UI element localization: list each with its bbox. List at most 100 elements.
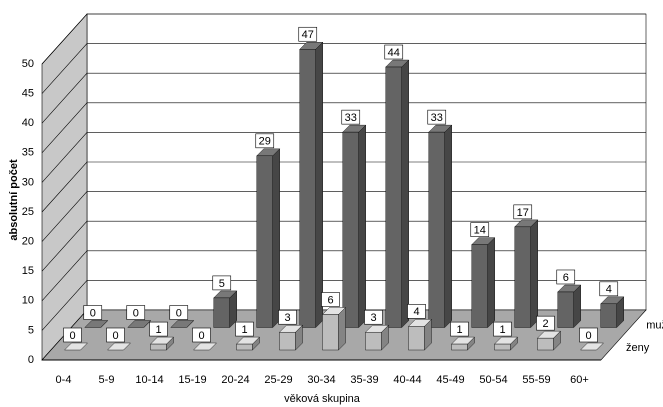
data-label-box xyxy=(212,275,232,291)
x-tick-label: 20-24 xyxy=(221,374,249,386)
y-tick-label: 50 xyxy=(22,58,34,70)
y-tick-label: 40 xyxy=(22,117,34,129)
bar-side xyxy=(530,219,538,328)
data-label-box xyxy=(106,327,125,343)
grid-line xyxy=(41,250,646,302)
grid-line xyxy=(41,132,646,183)
data-label: 47 xyxy=(302,29,314,41)
y-tick-label: 45 xyxy=(22,88,34,100)
y-axis-label: absolutní počet xyxy=(8,159,20,241)
data-label: 6 xyxy=(327,294,333,306)
data-label: 0 xyxy=(176,307,182,319)
y-tick-label: 0 xyxy=(28,354,34,366)
grid-line xyxy=(41,43,646,94)
data-label: 0 xyxy=(90,307,96,319)
grid-line xyxy=(41,72,646,124)
bar-top xyxy=(84,320,109,328)
data-label-box xyxy=(536,315,555,331)
x-tick-label: 25-29 xyxy=(264,374,292,386)
bar-top xyxy=(64,342,88,351)
data-label: 2 xyxy=(542,318,548,330)
y-tick-label: 15 xyxy=(22,265,34,277)
y-tick-label: 10 xyxy=(22,295,34,307)
legend-label: ženy xyxy=(626,342,650,354)
bar xyxy=(514,226,531,328)
legend-label: muži xyxy=(646,319,663,331)
x-tick-label: 10-14 xyxy=(135,374,163,386)
y-tick-label: 20 xyxy=(22,236,34,248)
data-label: 6 xyxy=(563,272,569,284)
data-label: 0 xyxy=(585,330,591,342)
y-tick-label: 5 xyxy=(28,324,34,336)
bar xyxy=(365,332,382,351)
data-label-box xyxy=(341,109,361,125)
bar-side xyxy=(444,124,452,328)
data-label: 5 xyxy=(219,278,225,290)
bar xyxy=(557,291,574,328)
data-label: 4 xyxy=(606,284,612,296)
data-label-box xyxy=(556,269,576,285)
data-label-box xyxy=(493,321,512,337)
data-label: 1 xyxy=(241,324,247,336)
data-label-box xyxy=(599,281,619,297)
data-label: 1 xyxy=(456,324,462,336)
data-label-box xyxy=(255,133,275,149)
bar-side xyxy=(272,148,280,328)
grid-line xyxy=(41,161,646,213)
data-label: 0 xyxy=(112,330,118,342)
bar-top xyxy=(580,342,604,351)
x-axis-label: věková skupina xyxy=(284,393,361,405)
bar xyxy=(428,131,445,328)
data-label: 17 xyxy=(517,207,529,219)
bar-top xyxy=(170,320,195,328)
x-tick-label: 45-49 xyxy=(436,374,464,386)
y-tick-label: 25 xyxy=(22,206,34,218)
bar-side xyxy=(401,59,409,328)
data-label-box xyxy=(149,321,168,337)
data-label-box xyxy=(427,109,447,125)
x-tick-label: 0-4 xyxy=(56,374,72,386)
bar xyxy=(451,343,468,351)
data-label: 3 xyxy=(370,312,376,324)
bar-side xyxy=(315,41,323,328)
data-label-box xyxy=(169,305,189,320)
grid-line xyxy=(41,280,646,331)
data-label-box xyxy=(513,204,533,220)
x-tick-label: 60+ xyxy=(570,374,589,386)
data-label-box xyxy=(126,305,146,320)
bar-top xyxy=(193,342,217,351)
data-label: 0 xyxy=(198,330,204,342)
bar xyxy=(213,297,230,328)
data-label-box xyxy=(192,327,211,343)
bar xyxy=(385,66,402,328)
bar xyxy=(408,326,425,351)
bar xyxy=(471,244,488,328)
bar xyxy=(494,343,511,351)
data-label: 3 xyxy=(284,312,290,324)
data-label: 29 xyxy=(259,136,271,148)
grid-line xyxy=(41,220,646,272)
data-label: 4 xyxy=(413,306,419,318)
bar xyxy=(342,131,359,328)
y-tick-label: 30 xyxy=(22,176,34,188)
bar-top xyxy=(127,320,152,328)
bar xyxy=(600,303,617,328)
grid-line xyxy=(41,191,646,242)
bar-top xyxy=(107,342,131,351)
data-label: 0 xyxy=(133,307,139,319)
bar-side xyxy=(358,124,366,328)
data-label: 44 xyxy=(388,47,400,59)
data-label: 14 xyxy=(474,225,486,237)
x-tick-label: 50-54 xyxy=(479,374,507,386)
bar xyxy=(279,332,296,351)
data-label-box xyxy=(63,327,82,343)
x-tick-label: 55-59 xyxy=(522,374,550,386)
bar xyxy=(256,155,273,328)
data-label: 33 xyxy=(431,112,443,124)
x-tick-label: 40-44 xyxy=(393,374,421,386)
x-tick-label: 35-39 xyxy=(350,374,378,386)
data-label-box xyxy=(384,44,404,60)
y-tick-label: 35 xyxy=(22,147,34,159)
bar xyxy=(299,49,316,328)
